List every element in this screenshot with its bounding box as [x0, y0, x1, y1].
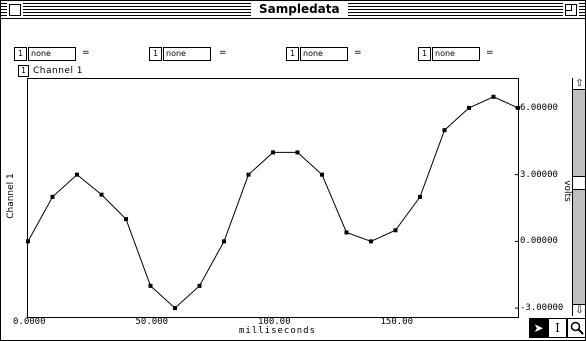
zoom-box[interactable]	[565, 4, 577, 16]
window-title: Sampledata	[251, 2, 348, 17]
data-point	[467, 105, 471, 110]
y-tick-label: 3.00000	[520, 169, 558, 180]
title-bar[interactable]: Sampledata	[1, 1, 585, 19]
data-point	[246, 172, 251, 177]
param-equals: =	[354, 48, 362, 58]
x-tick-label: 150.00	[380, 317, 414, 327]
magnifier-icon	[570, 321, 584, 335]
data-point	[197, 283, 202, 288]
param-value-field[interactable]: none	[28, 47, 76, 61]
param-number-box[interactable]: 1	[149, 47, 162, 61]
plot-area[interactable]	[26, 78, 520, 318]
data-point	[295, 150, 300, 155]
data-point	[442, 128, 447, 133]
channel-axis-label-text: Channel 1	[6, 173, 16, 219]
x-tick-label: 0.0000	[13, 317, 46, 327]
data-point	[173, 306, 177, 311]
x-axis-title: milliseconds	[239, 326, 317, 336]
data-point	[320, 172, 324, 177]
waveform-chart	[26, 94, 520, 311]
ibeam-tool-icon[interactable]: I	[548, 318, 567, 338]
channel-title: Channel 1	[33, 66, 84, 76]
data-point	[418, 194, 422, 199]
data-point	[491, 94, 496, 99]
data-point	[99, 192, 104, 197]
data-point	[148, 283, 153, 288]
vertical-scrollbar[interactable]: ⇧ ⇩	[572, 78, 585, 316]
scroll-down-arrow-icon[interactable]: ⇩	[573, 304, 585, 316]
x-tick-label: 100.00	[258, 317, 291, 327]
param-number-box[interactable]: 1	[286, 47, 299, 61]
data-point	[516, 105, 520, 110]
param-number-box[interactable]: 1	[14, 47, 27, 61]
close-box[interactable]	[9, 4, 21, 16]
channel-axis-label: Channel 1	[1, 151, 21, 241]
y-tick-label: 0.00000	[520, 236, 558, 247]
x-tick-label: 50.000	[135, 317, 169, 327]
data-point	[124, 217, 128, 222]
param-equals: =	[486, 48, 494, 58]
data-point	[75, 172, 79, 177]
param-value-field[interactable]: none	[432, 47, 480, 61]
data-point	[271, 150, 275, 155]
y-unit-label-text: volts	[562, 180, 572, 202]
data-point	[393, 228, 398, 233]
data-point	[26, 239, 30, 244]
scroll-thumb[interactable]	[573, 176, 585, 190]
data-point	[344, 230, 349, 235]
data-point	[222, 239, 226, 244]
scroll-up-arrow-icon[interactable]: ⇧	[573, 78, 585, 90]
y-tick-label: 6.00000	[520, 102, 558, 113]
param-value-field[interactable]: none	[163, 47, 211, 61]
param-equals: =	[219, 48, 227, 58]
zoom-tool-icon[interactable]	[567, 318, 585, 338]
y-tick-label: -3.00000	[520, 303, 564, 314]
data-point	[50, 194, 55, 199]
param-value-field[interactable]: none	[300, 47, 348, 61]
scroll-track[interactable]	[573, 90, 585, 304]
param-equals: =	[82, 48, 90, 58]
pointer-tool-icon[interactable]: ➤	[529, 318, 548, 338]
param-number-box[interactable]: 1	[418, 47, 431, 61]
data-point	[369, 239, 373, 244]
param-row: 1 none = 1 none = 1 none = 1 none =	[14, 47, 574, 61]
channel-number-box[interactable]: 1	[18, 65, 29, 77]
